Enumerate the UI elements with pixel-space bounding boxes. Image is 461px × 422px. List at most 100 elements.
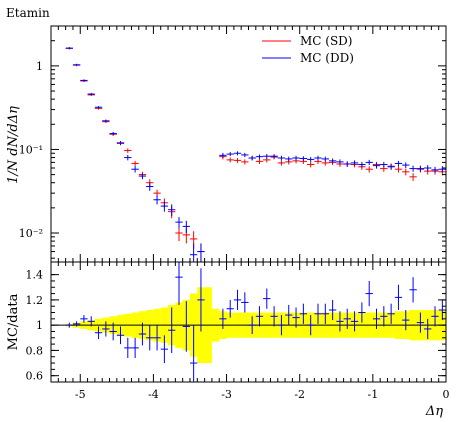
data-point-sd bbox=[241, 159, 249, 165]
ratio-point bbox=[94, 326, 103, 340]
ratio-point bbox=[416, 312, 425, 333]
ratio-point bbox=[168, 307, 176, 353]
chart-title: Etamin bbox=[6, 6, 50, 20]
data-point-sd bbox=[124, 148, 132, 153]
data-point-dd bbox=[109, 131, 117, 136]
data-point-dd bbox=[153, 195, 161, 205]
data-point-dd bbox=[248, 155, 256, 161]
data-point-dd bbox=[168, 204, 176, 216]
data-point-dd bbox=[131, 166, 139, 173]
xtick-label: -2 bbox=[294, 388, 305, 401]
data-point-sd bbox=[255, 158, 264, 164]
xtick-label: 0 bbox=[443, 388, 450, 401]
ratio-point bbox=[438, 299, 446, 321]
ratio-point bbox=[350, 311, 359, 332]
xtick-label: -1 bbox=[367, 388, 378, 401]
data-point-dd bbox=[285, 156, 293, 162]
ratio-point bbox=[87, 316, 95, 327]
ytick-label: 10⁻¹ bbox=[19, 143, 43, 156]
data-point-dd bbox=[365, 159, 373, 166]
data-point-dd bbox=[277, 155, 286, 161]
ratio-point bbox=[116, 326, 125, 345]
ratio-point bbox=[424, 318, 432, 340]
data-point-dd bbox=[189, 243, 198, 262]
data-point-dd bbox=[336, 159, 344, 165]
ratio-point bbox=[387, 303, 395, 324]
data-point-dd bbox=[424, 165, 432, 172]
ratio-point bbox=[285, 304, 293, 326]
data-point-sd bbox=[131, 160, 139, 167]
data-point-dd bbox=[94, 106, 103, 109]
data-point-dd bbox=[233, 151, 242, 156]
data-point-dd bbox=[219, 152, 227, 159]
data-point-dd bbox=[372, 162, 381, 169]
data-point-dd bbox=[87, 92, 95, 96]
ratio-point bbox=[109, 322, 117, 341]
ratio-point bbox=[372, 308, 381, 329]
ratio-panel-data bbox=[65, 262, 446, 382]
ratio-point bbox=[380, 306, 388, 327]
ratio-point bbox=[233, 289, 242, 310]
ratio-point bbox=[131, 337, 139, 358]
top-panel-data bbox=[65, 47, 446, 262]
ratio-point bbox=[124, 337, 132, 358]
data-point-sd bbox=[226, 157, 234, 163]
data-point-sd bbox=[307, 161, 315, 168]
data-point-dd bbox=[182, 220, 190, 234]
data-point-dd bbox=[226, 152, 234, 157]
data-point-dd bbox=[175, 217, 183, 228]
ratio-point bbox=[270, 306, 278, 327]
legend-label-sd: MC (SD) bbox=[300, 34, 353, 48]
ratio-point bbox=[255, 306, 264, 327]
ratio-point bbox=[292, 307, 300, 328]
ratio-point bbox=[409, 277, 417, 303]
top-panel-frame bbox=[50, 25, 447, 263]
data-point-dd bbox=[416, 165, 425, 172]
data-point-dd bbox=[263, 154, 271, 159]
ratio-point bbox=[394, 284, 403, 310]
data-point-dd bbox=[102, 119, 110, 123]
data-point-sd bbox=[277, 160, 286, 166]
data-point-dd bbox=[116, 141, 125, 145]
legend-label-dd: MC (DD) bbox=[300, 51, 354, 65]
data-point-dd bbox=[160, 201, 169, 212]
data-point-dd bbox=[197, 243, 205, 262]
ratio-point bbox=[65, 322, 73, 328]
xlabel: Δη bbox=[425, 404, 443, 419]
data-point-dd bbox=[270, 154, 278, 159]
ratio-point bbox=[365, 280, 373, 307]
ratio-point bbox=[219, 308, 227, 329]
ratio-point bbox=[241, 292, 249, 313]
ratio-point bbox=[343, 308, 351, 329]
data-point-dd bbox=[409, 165, 417, 172]
xtick-label: -4 bbox=[148, 388, 159, 401]
data-point-dd bbox=[321, 156, 329, 162]
axes: 10⁻² 10⁻¹ 1 0.6 0.8 1 1.2 1.4 -5 -4 -3 -2 -1 0 bbox=[19, 25, 450, 401]
data-point-sd bbox=[409, 173, 417, 181]
data-point-dd bbox=[380, 161, 388, 168]
ratio-ytick-label: 1.2 bbox=[26, 294, 44, 307]
ratio-point bbox=[263, 288, 271, 309]
ratio-point bbox=[102, 321, 110, 337]
ratio-ytick-label: 1.4 bbox=[26, 269, 44, 282]
ratio-point bbox=[431, 306, 439, 327]
data-point-dd bbox=[328, 158, 337, 164]
ratio-point bbox=[175, 262, 183, 305]
data-point-sd bbox=[394, 166, 403, 173]
data-point-dd bbox=[350, 160, 359, 166]
data-point-dd bbox=[255, 154, 264, 159]
data-point-dd bbox=[314, 155, 322, 161]
xtick-label: -3 bbox=[221, 388, 232, 401]
ratio-point bbox=[189, 325, 198, 382]
ytick-label: 10⁻² bbox=[19, 227, 43, 240]
data-point-dd bbox=[438, 166, 446, 173]
data-point-dd bbox=[292, 155, 300, 161]
data-point-dd bbox=[299, 156, 308, 161]
ratio-point bbox=[314, 303, 322, 324]
data-point-dd bbox=[72, 63, 81, 66]
ratio-point bbox=[160, 335, 169, 364]
top-ylabel: 1/N dN/dΔη bbox=[6, 106, 21, 184]
data-point-dd bbox=[307, 157, 315, 162]
data-point-dd bbox=[146, 182, 154, 191]
